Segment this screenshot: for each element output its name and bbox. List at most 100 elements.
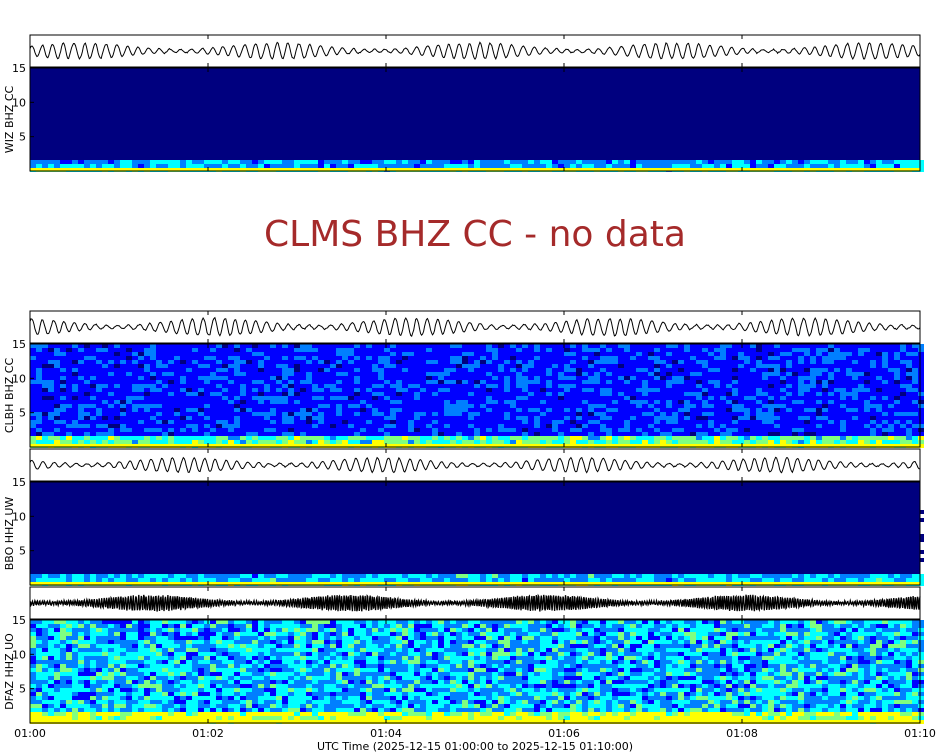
spectrogram-cell [162,420,168,424]
spectrogram-cell [144,404,150,408]
spectrogram-cell [582,436,588,440]
spectrogram-cell [714,164,720,168]
spectrogram-cell [546,348,552,352]
spectrogram-cell [282,534,288,538]
spectrogram-cell [660,360,666,364]
spectrogram-cell [600,404,606,408]
spectrogram-cell [204,408,210,412]
spectrogram-cell [366,432,372,436]
spectrogram-cell [234,164,240,168]
spectrogram-cell [114,352,120,356]
spectrogram-cell [192,436,198,440]
spectrogram-cell [30,396,36,400]
spectrogram-cell [240,344,246,348]
spectrogram-cell [522,392,528,396]
spectrogram-cell [690,432,696,436]
spectrogram-cell [660,424,666,428]
spectrogram-cell [66,376,72,380]
spectrogram-cell [48,408,54,412]
spectrogram-cell [258,514,264,518]
spectrogram-cell [48,388,54,392]
spectrogram-cell [780,160,786,164]
spectrogram-cell [234,348,240,352]
spectrogram-cell [756,364,762,368]
spectrogram-cell [786,420,792,424]
spectrogram-cell [600,428,606,432]
spectrogram-cell [564,522,570,526]
spectrogram-cell [726,384,732,388]
spectrogram-cell [624,344,630,348]
spectrogram-cell [516,408,522,412]
spectrogram-cell [60,376,66,380]
spectrogram-cell [150,368,156,372]
spectrogram-cell [810,356,816,360]
spectrogram-cell [750,348,756,352]
spectrogram-cell [648,348,654,352]
spectrogram-cell [42,360,48,364]
spectrogram-cell [876,404,882,408]
spectrogram-cell [792,408,798,412]
spectrogram-cell [822,424,828,428]
spectrogram-cell [240,388,246,392]
spectrogram-cell [708,396,714,400]
spectrogram-cell [414,424,420,428]
spectrogram-cell [882,380,888,384]
spectrogram-cell [246,432,252,436]
spectrogram-cell [762,514,768,518]
spectrogram-cell [522,424,528,428]
spectrogram-cell [552,388,558,392]
spectrogram-cell [606,344,612,348]
spectrogram-cell [840,428,846,432]
spectrogram-cell [312,360,318,364]
spectrogram-cell [780,502,786,506]
spectrogram-cell [696,416,702,420]
spectrogram-cell [456,360,462,364]
spectrogram-cell [96,164,102,168]
spectrogram-cell [276,412,282,416]
spectrogram-cell [636,428,642,432]
spectrogram-cell [576,400,582,404]
spectrogram-cell [792,164,798,168]
spectrogram-cell [780,432,786,436]
spectrogram-cell [192,356,198,360]
spectrogram-cell [522,376,528,380]
spectrogram-cell [720,372,726,376]
spectrogram-cell [852,436,858,440]
spectrogram-cell [390,364,396,368]
spectrogram-cell [240,396,246,400]
spectrogram-cell [480,416,486,420]
spectrogram-cell [66,482,72,486]
spectrogram-cell [390,486,396,490]
spectrogram-cell [768,436,774,440]
spectrogram-cell [372,364,378,368]
spectrogram-cell [510,416,516,420]
spectrogram-cell [456,388,462,392]
spectrogram-cell [534,412,540,416]
spectrogram-cell [234,530,240,534]
spectrogram-cell [126,412,132,416]
spectrogram-cell [318,490,324,494]
spectrogram-cell [252,160,258,164]
spectrogram-cell [594,432,600,436]
spectrogram-cell [162,432,168,436]
spectrogram-cell [246,412,252,416]
spectrogram-cell [186,388,192,392]
spectrogram-cell [768,396,774,400]
spectrogram-cell [690,502,696,506]
spectrogram-cell [840,420,846,424]
spectrogram-cell [522,396,528,400]
spectrogram-cell [576,494,582,498]
spectrogram-cell [606,384,612,388]
spectrogram-cell [792,404,798,408]
spectrogram-cell [744,356,750,360]
spectrogram-cell [582,368,588,372]
spectrogram-cell [648,424,654,428]
spectrogram-cell [918,372,924,376]
spectrogram-cell [612,432,618,436]
spectrogram-cell [570,436,576,440]
spectrogram-cell [426,372,432,376]
spectrogram-cell [606,364,612,368]
spectrogram-cell [174,364,180,368]
spectrogram-cell [696,352,702,356]
spectrogram-cell [522,412,528,416]
